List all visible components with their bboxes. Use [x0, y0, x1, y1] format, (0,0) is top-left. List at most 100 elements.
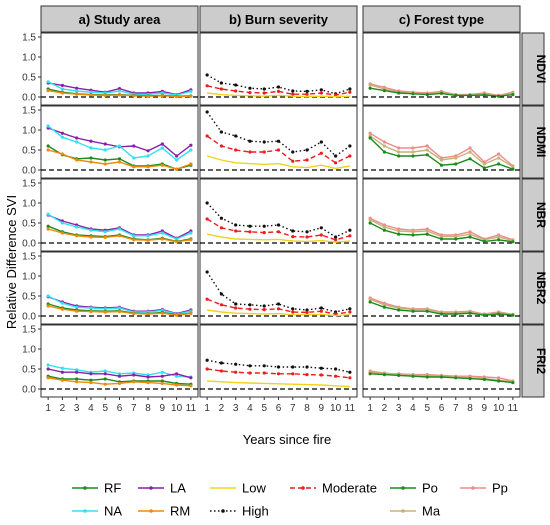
data-point: [291, 89, 295, 93]
data-point: [60, 221, 65, 225]
panel: [362, 324, 521, 398]
data-point: [468, 230, 472, 234]
data-point: [174, 313, 179, 317]
data-point: [397, 373, 401, 377]
legend-marker: [221, 509, 225, 513]
data-point: [160, 91, 164, 95]
row-strip: [521, 324, 545, 398]
data-point: [248, 371, 252, 375]
x-tick-label: 11: [508, 403, 519, 414]
data-point: [219, 130, 224, 134]
legend-item-pp: Pp: [460, 481, 508, 496]
data-point: [75, 140, 79, 144]
data-point: [454, 237, 458, 241]
data-point: [234, 223, 238, 227]
data-point: [496, 312, 501, 316]
data-point: [305, 158, 309, 162]
data-point: [89, 90, 93, 94]
legend-item-rf: RF: [72, 481, 121, 496]
data-point: [348, 307, 352, 311]
data-point: [205, 110, 209, 114]
data-point: [160, 231, 164, 235]
data-point: [146, 238, 150, 242]
data-point: [103, 372, 107, 376]
data-point: [468, 377, 472, 381]
data-point: [368, 86, 372, 90]
data-point: [132, 165, 136, 169]
x-tick-label: 11: [186, 403, 197, 414]
panel: [362, 32, 521, 106]
panel-frame: [40, 324, 199, 398]
panel: [199, 251, 358, 325]
data-point: [348, 376, 352, 380]
data-point: [146, 375, 150, 379]
x-tick-label: 6: [439, 403, 445, 414]
axes: 0.0 0.5 1.0 1.5 0.0 0.5 1.0 1.5 0.0 0.5 1.0 1.5 0.0 0…: [22, 33, 518, 415]
data-point: [89, 306, 93, 310]
data-point: [89, 372, 93, 376]
data-point: [333, 93, 338, 97]
data-point: [262, 371, 266, 375]
data-point: [117, 381, 122, 385]
data-point: [160, 237, 164, 241]
data-point: [291, 159, 295, 163]
data-point: [262, 231, 266, 235]
y-axis-title: Relative Difference SVI: [4, 195, 19, 329]
data-point: [219, 81, 224, 85]
panel-frame: [362, 105, 521, 179]
panel: [40, 178, 199, 252]
data-point: [132, 94, 136, 98]
data-point: [248, 303, 252, 307]
y-tick-label: 0.5: [22, 219, 36, 230]
data-point: [75, 89, 79, 93]
data-point: [368, 372, 372, 376]
data-point: [348, 87, 352, 91]
data-point: [468, 232, 472, 236]
data-point: [368, 131, 372, 135]
data-point: [411, 374, 415, 378]
legend-label: Moderate: [322, 481, 377, 496]
legend-item-po: Po: [390, 481, 438, 496]
data-point: [305, 310, 309, 314]
data-point: [468, 93, 472, 97]
data-point: [454, 93, 458, 97]
column-strip-label: c) Forest type: [399, 12, 484, 27]
legend-marker: [83, 509, 87, 513]
data-point: [146, 312, 150, 316]
data-point: [117, 87, 122, 91]
data-point: [205, 297, 209, 301]
data-point: [248, 91, 252, 95]
data-point: [397, 91, 401, 95]
data-point: [234, 229, 238, 233]
data-point: [425, 144, 429, 148]
x-tick-label: 5: [261, 403, 267, 414]
data-point: [60, 131, 65, 135]
data-point: [305, 89, 309, 93]
x-tick-label: 3: [396, 403, 402, 414]
data-point: [397, 146, 401, 150]
data-point: [348, 370, 352, 374]
data-point: [234, 370, 238, 374]
data-point: [425, 229, 429, 233]
data-point: [117, 234, 122, 238]
legend-marker: [401, 509, 405, 513]
data-point: [117, 144, 122, 148]
data-point: [103, 369, 107, 373]
data-point: [276, 302, 281, 306]
facet-panels: [40, 32, 521, 398]
data-point: [496, 156, 501, 160]
y-tick-label: 1.0: [22, 272, 36, 283]
data-point: [319, 233, 323, 237]
column-strip: [362, 5, 521, 33]
data-point: [496, 238, 501, 242]
data-point: [319, 306, 323, 310]
data-point: [425, 309, 429, 313]
data-point: [511, 93, 515, 97]
panel: [199, 105, 358, 179]
data-point: [368, 136, 372, 140]
data-point: [189, 376, 193, 380]
data-point: [117, 93, 122, 97]
data-point: [276, 85, 281, 89]
data-point: [234, 83, 238, 87]
data-point: [234, 148, 238, 152]
